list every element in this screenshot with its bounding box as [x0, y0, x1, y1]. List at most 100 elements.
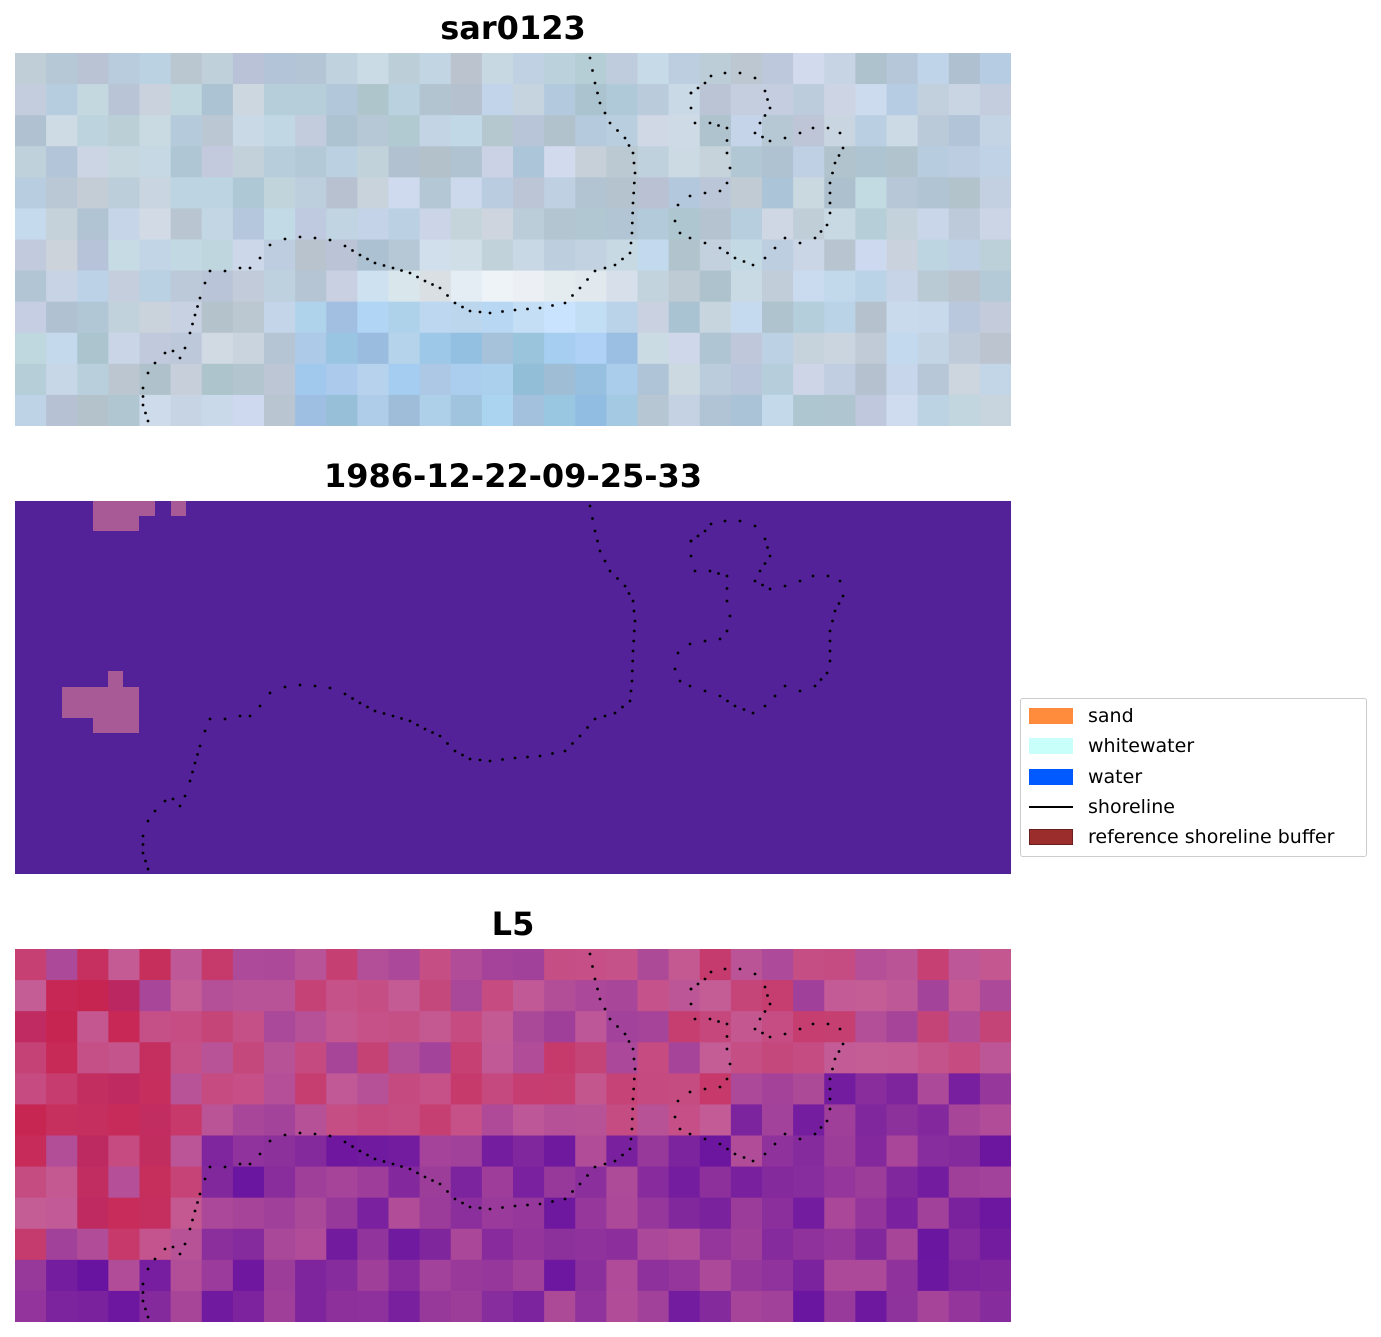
- legend-label: whitewater: [1088, 735, 1195, 757]
- shoreline-dot: [758, 121, 762, 125]
- shoreline-dot: [366, 705, 369, 709]
- shoreline-dot: [703, 689, 707, 693]
- shoreline-dot: [825, 671, 829, 675]
- shoreline-dot: [178, 1252, 182, 1256]
- shoreline-dot: [208, 1165, 212, 1169]
- shoreline-line-swatch: [1029, 806, 1073, 808]
- shoreline-dot: [141, 834, 145, 838]
- shoreline-dot: [588, 952, 592, 956]
- shoreline-dot: [725, 1022, 729, 1026]
- shoreline-dot: [453, 301, 457, 305]
- shoreline-dot: [631, 649, 635, 653]
- shoreline-dot: [825, 1119, 829, 1123]
- legend-label: reference shoreline buffer: [1088, 826, 1335, 848]
- shoreline-dot: [753, 579, 757, 583]
- legend-item-sand: sand: [1029, 705, 1134, 727]
- shoreline-dot: [238, 266, 242, 270]
- shoreline-dot: [391, 714, 395, 718]
- shoreline-dot: [268, 691, 272, 695]
- shoreline-dot: [763, 114, 767, 117]
- shoreline-dot: [828, 1097, 832, 1101]
- shoreline-dot: [196, 753, 199, 756]
- shoreline-dot: [763, 89, 767, 93]
- shoreline-dot: [400, 1165, 403, 1168]
- shoreline-dot: [366, 257, 369, 261]
- shoreline-dot: [596, 987, 599, 991]
- shoreline-dot: [725, 181, 729, 185]
- shoreline-dot: [631, 1047, 635, 1051]
- legend-item-whitewater: whitewater: [1029, 735, 1194, 757]
- shoreline-dot: [631, 599, 635, 603]
- shoreline-dot: [798, 241, 802, 245]
- shoreline-dot: [423, 279, 427, 283]
- index-image-panel: [15, 949, 1011, 1322]
- shoreline-dot: [726, 251, 729, 255]
- shoreline-dot: [578, 1182, 582, 1186]
- shoreline-dot: [328, 1134, 332, 1138]
- shoreline-dot: [416, 275, 419, 279]
- shoreline-dot: [742, 260, 746, 263]
- shoreline-dot: [728, 166, 732, 170]
- shoreline-dot: [627, 592, 631, 595]
- shoreline-dot: [689, 554, 693, 558]
- index-image: [15, 949, 1011, 1322]
- panel-title-index: L5: [491, 905, 535, 943]
- shoreline-dot: [526, 755, 529, 759]
- sand-swatch: [1029, 708, 1073, 724]
- shoreline-dot: [763, 1152, 767, 1156]
- shoreline-dot: [591, 517, 594, 520]
- shoreline-dot: [623, 584, 627, 588]
- shoreline-dot: [351, 697, 354, 700]
- shoreline-dot: [833, 609, 837, 613]
- shoreline-dot: [708, 1017, 712, 1021]
- shoreline-dot: [631, 151, 635, 155]
- shoreline-dot: [571, 1190, 574, 1193]
- shoreline-dot: [453, 1197, 457, 1201]
- shoreline-dot: [693, 1017, 697, 1021]
- shoreline-dot: [298, 683, 302, 687]
- shoreline-dot: [183, 794, 187, 798]
- shoreline-dot: [773, 246, 777, 250]
- shoreline-dot: [488, 759, 492, 763]
- shoreline-dot: [811, 1022, 815, 1026]
- shoreline-dot: [178, 356, 182, 360]
- shoreline-dot: [538, 306, 542, 310]
- shoreline-dot: [828, 1107, 832, 1111]
- shoreline-dot: [313, 236, 317, 240]
- shoreline-dot: [688, 642, 692, 646]
- legend-item-shoreline: shoreline: [1029, 796, 1175, 818]
- shoreline-dot: [586, 726, 589, 729]
- shoreline-dot: [703, 1087, 707, 1091]
- shoreline-dot: [631, 201, 635, 205]
- shoreline-dots: [141, 56, 845, 423]
- shoreline-dot: [203, 281, 207, 285]
- shoreline-dot: [193, 1209, 197, 1213]
- shoreline-dot: [753, 972, 757, 976]
- shoreline-dot: [708, 121, 712, 125]
- shoreline-dot: [763, 1010, 767, 1013]
- shoreline-dot: [676, 651, 680, 655]
- shoreline-dot: [313, 1132, 317, 1136]
- shoreline-dot: [751, 263, 755, 267]
- shoreline-dot: [766, 546, 769, 549]
- shoreline-dot: [591, 965, 594, 968]
- shoreline-dot: [673, 219, 677, 223]
- shoreline-dot: [632, 1087, 636, 1091]
- shoreline-dot: [400, 269, 403, 272]
- shoreline-dot: [223, 1165, 227, 1169]
- shoreline-dot: [423, 727, 427, 731]
- shoreline-dot: [751, 1159, 755, 1163]
- legend: sand whitewater water shoreline referenc…: [1020, 698, 1367, 857]
- classified-patches: [62, 501, 186, 733]
- shoreline-dot: [588, 504, 592, 508]
- shoreline-dot: [689, 987, 693, 991]
- shoreline-dot: [833, 161, 837, 165]
- shoreline-dot: [630, 1127, 634, 1131]
- shoreline-dot: [382, 264, 386, 267]
- shoreline-dot: [551, 304, 554, 307]
- shoreline-dot: [461, 753, 464, 757]
- shoreline-dot: [726, 699, 729, 703]
- shoreline-dot: [283, 237, 287, 241]
- shoreline-dot: [268, 1139, 272, 1143]
- shoreline-dot: [688, 194, 692, 198]
